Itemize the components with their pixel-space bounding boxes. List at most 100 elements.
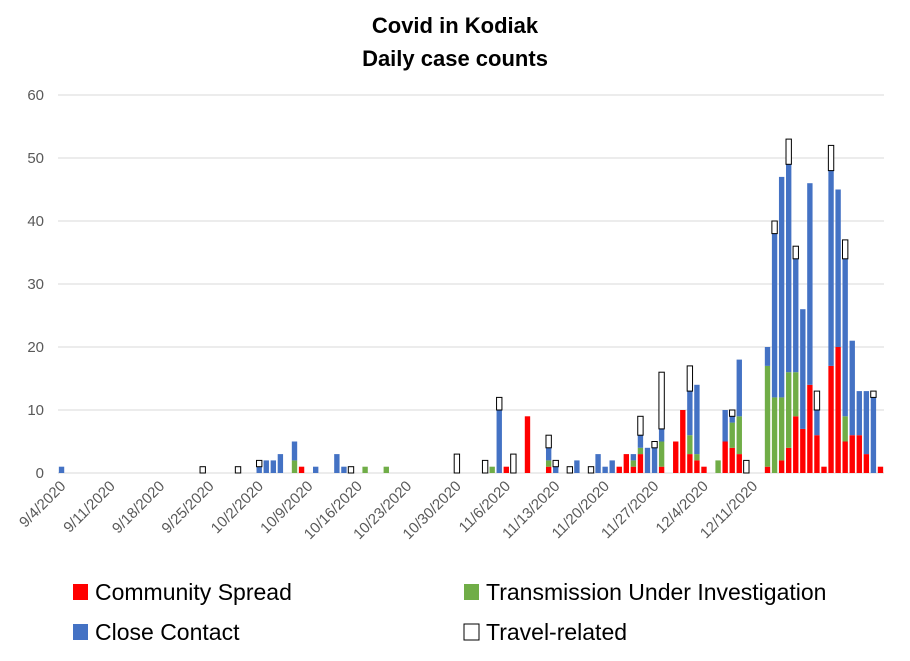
bar-segment-transmission [630, 460, 637, 467]
bar-segment-close-contact [334, 454, 340, 473]
bar-segment-close-contact [793, 258, 799, 373]
bar-segment-community-spread [503, 466, 509, 473]
bar-segment-transmission [715, 460, 721, 473]
bar-segment-community-spread [877, 466, 884, 473]
bar-segment-community-spread [786, 447, 792, 473]
legend-label-community-spread: Community Spread [95, 579, 292, 605]
y-tick-label: 0 [36, 465, 44, 482]
bar-segment-close-contact [828, 170, 834, 366]
bar-segment-community-spread [722, 441, 728, 473]
bar-segment-close-contact [270, 460, 277, 473]
bar-segment-travel-related [453, 453, 461, 474]
bar-segment-transmission [764, 365, 771, 467]
bar-segment-transmission [545, 460, 552, 467]
bar-segment-community-spread [630, 466, 637, 473]
bar-segment-community-spread [701, 466, 707, 473]
y-tick-label: 50 [27, 150, 44, 167]
legend-swatch-travel-related [463, 623, 480, 641]
legend-label-close-contact: Close Contact [95, 619, 240, 645]
bar-segment-travel-related [256, 459, 263, 468]
x-tick-label: 10/2/2020 [208, 478, 267, 537]
legend: Community Spread Transmission Under Inve… [73, 579, 826, 645]
bar-segment-community-spread [616, 466, 622, 473]
bar-segment-travel-related [566, 466, 574, 474]
bar-segment-community-spread [856, 435, 862, 473]
bar-segment-close-contact [778, 176, 785, 398]
bar-segment-community-spread [764, 466, 771, 473]
x-tick-label: 9/11/2020 [60, 478, 118, 536]
y-tick-label: 10 [27, 402, 44, 419]
bar-segment-transmission [687, 435, 693, 455]
bar-segment-travel-related [771, 220, 778, 235]
bar-segment-community-spread [673, 441, 679, 473]
bar-segment-close-contact [545, 447, 552, 461]
bar-segment-close-contact [341, 466, 347, 473]
bar-segment-travel-related [510, 453, 517, 474]
bar-segment-close-contact [58, 466, 65, 473]
bar-segment-transmission [489, 466, 495, 473]
bar-segment-close-contact [595, 454, 601, 473]
bar-segment-close-contact [658, 428, 665, 442]
bar-segment-close-contact [849, 340, 855, 436]
bar-segment-community-spread [828, 365, 834, 473]
x-axis-ticks: 9/4/20209/11/20209/18/20209/25/202010/2/… [16, 478, 761, 543]
bar-segment-community-spread [821, 466, 827, 473]
bar-segment-close-contact [644, 447, 651, 473]
bar-segment-travel-related [785, 138, 792, 165]
bar-segment-close-contact [856, 391, 862, 436]
bar-segment-travel-related [199, 466, 206, 474]
bar-segment-transmission [771, 397, 778, 473]
bar-segment-community-spread [814, 435, 820, 473]
bar-segment-community-spread [623, 454, 629, 473]
bar-segment-community-spread [793, 416, 799, 473]
legend-item-transmission-under-investigation: Transmission Under Investigation [464, 579, 826, 605]
bar-segment-transmission [736, 416, 742, 455]
bar-segment-community-spread [687, 454, 693, 473]
x-tick-label: 9/25/2020 [158, 478, 217, 537]
bar-segment-community-spread [694, 460, 700, 473]
bar-segment-community-spread [736, 454, 742, 473]
bar-segment-close-contact [553, 466, 559, 473]
bar-segment-transmission [637, 447, 644, 455]
legend-label-transmission: Transmission Under Investigation [486, 579, 826, 605]
x-tick-label: 9/18/2020 [109, 478, 168, 537]
bar-segment-transmission [291, 460, 298, 473]
bar-segment-close-contact [835, 189, 841, 347]
legend-item-community-spread: Community Spread [73, 579, 292, 605]
bar-segment-transmission [778, 397, 785, 461]
chart-title: Covid in Kodiak [372, 13, 539, 38]
bar-segment-transmission [658, 441, 665, 467]
bar-segment-close-contact [496, 410, 502, 473]
bar-segment-travel-related [651, 441, 658, 449]
bar-segment-community-spread [778, 460, 785, 473]
legend-swatch-community-spread [73, 584, 88, 600]
bar-segment-close-contact [630, 454, 637, 461]
gridlines [58, 94, 884, 474]
bar-segment-close-contact [574, 460, 580, 473]
bar-segment-transmission [793, 372, 799, 417]
bar-segment-close-contact [602, 466, 608, 473]
bar-segment-travel-related [841, 239, 849, 260]
bar-segment-transmission [842, 416, 848, 442]
bar-segment-travel-related [545, 434, 552, 449]
bar-segment-travel-related [234, 466, 242, 474]
bar-segment-community-spread [298, 466, 305, 473]
bar-segment-community-spread [800, 428, 806, 473]
bar-segment-community-spread [842, 441, 848, 473]
bar-segment-travel-related [743, 459, 750, 474]
bar-segment-close-contact [722, 410, 728, 442]
bar-segment-close-contact [764, 347, 771, 366]
bar-segment-travel-related [827, 144, 835, 172]
bar-segment-travel-related [496, 396, 503, 411]
bar-segment-close-contact [807, 183, 813, 385]
y-tick-label: 20 [27, 339, 44, 356]
y-axis-ticks: 0 10 20 30 40 50 60 [27, 87, 44, 482]
bar-segment-close-contact [609, 460, 615, 473]
bar-segment-community-spread [658, 466, 665, 473]
bar-segment-community-spread [680, 410, 686, 473]
bar-segment-close-contact [651, 447, 658, 473]
bar-segment-close-contact [313, 466, 319, 473]
bar-segment-transmission [786, 372, 792, 448]
